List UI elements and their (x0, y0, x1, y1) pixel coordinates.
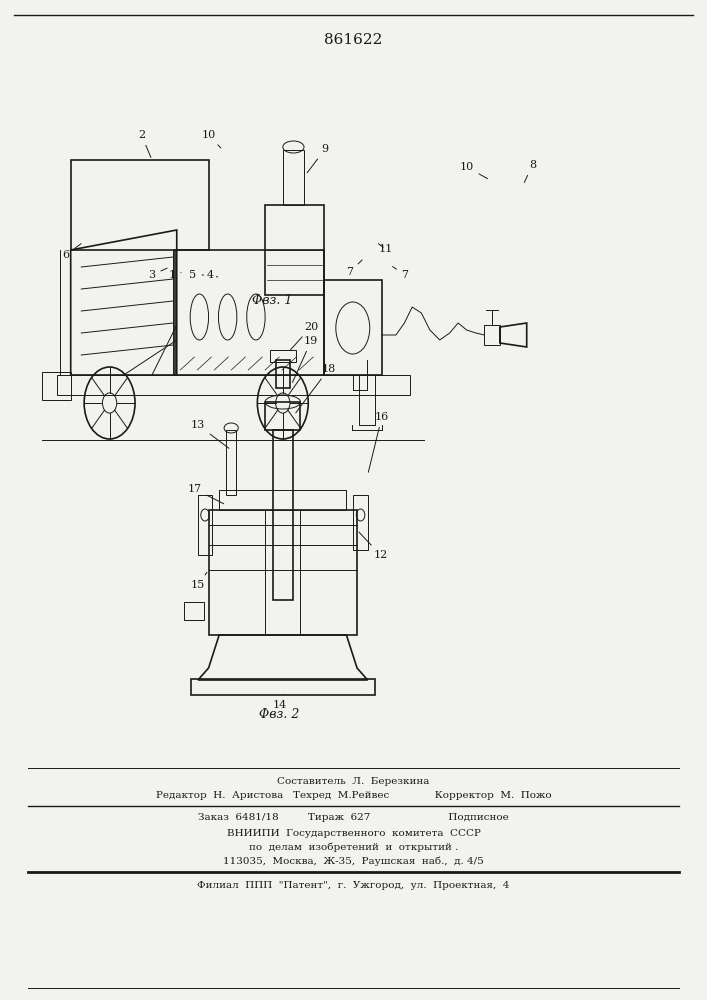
Text: 11: 11 (378, 244, 392, 254)
Text: 12: 12 (359, 532, 387, 560)
Text: 4: 4 (206, 270, 218, 280)
Bar (273, 430, 293, 600)
Text: Филиал  ППП  "Патент",  г.  Ужгород,  ул.  Проектная,  4: Филиал ППП "Патент", г. Ужгород, ул. Про… (197, 880, 510, 890)
Bar (57, 375, 410, 395)
Bar (191, 679, 375, 695)
Bar (359, 375, 375, 425)
Text: 19: 19 (293, 336, 318, 382)
Text: Заказ  6481/18         Тираж  627                        Подписное: Заказ 6481/18 Тираж 627 Подписное (198, 814, 509, 822)
Bar (265, 205, 324, 295)
Bar (219, 490, 346, 510)
Text: Φвз. 1: Φвз. 1 (252, 294, 293, 306)
Bar (354, 495, 368, 550)
Text: 9: 9 (307, 144, 329, 173)
Bar (270, 350, 296, 362)
Text: ВНИИПИ  Государственного  комитета  СССР: ВНИИПИ Государственного комитета СССР (226, 828, 481, 838)
Text: 13: 13 (191, 420, 229, 448)
Bar (42, 372, 71, 400)
Text: по  делам  изобретений  и  открытий .: по делам изобретений и открытий . (249, 842, 458, 852)
Text: Φвз. 2: Φвз. 2 (259, 708, 300, 722)
Bar (484, 325, 500, 345)
Bar (324, 280, 382, 375)
Text: 3: 3 (148, 268, 167, 280)
Bar (175, 250, 324, 375)
Text: 6: 6 (62, 244, 81, 260)
Bar (283, 150, 304, 205)
Text: Редактор  Н.  Аристова   Техред  М.Рейвес              Корректор  М.  Пожо: Редактор Н. Аристова Техред М.Рейвес Кор… (156, 792, 551, 800)
Text: 8: 8 (525, 160, 536, 182)
Bar (209, 510, 357, 635)
Text: 2: 2 (138, 130, 151, 157)
Text: Составитель  Л.  Березкина: Составитель Л. Березкина (277, 776, 430, 786)
Bar (71, 160, 209, 250)
Text: 20: 20 (291, 322, 318, 350)
Text: 5: 5 (189, 270, 204, 280)
Bar (265, 402, 300, 430)
Text: 10: 10 (460, 162, 488, 179)
Text: 7: 7 (392, 267, 409, 280)
Bar (184, 602, 204, 620)
Bar (226, 430, 236, 495)
Text: 113035,  Москва,  Ж-35,  Раушская  наб.,  д. 4/5: 113035, Москва, Ж-35, Раушская наб., д. … (223, 856, 484, 866)
Text: 15: 15 (191, 572, 207, 590)
Text: 14: 14 (272, 694, 286, 710)
Text: 18: 18 (296, 364, 336, 413)
Text: 16: 16 (368, 412, 389, 472)
Bar (198, 495, 212, 555)
Text: 1: 1 (168, 270, 181, 280)
Text: 7: 7 (346, 260, 362, 277)
Text: 861622: 861622 (325, 33, 382, 47)
Text: 17: 17 (187, 484, 223, 504)
Bar (276, 360, 290, 388)
Text: 10: 10 (201, 130, 221, 148)
